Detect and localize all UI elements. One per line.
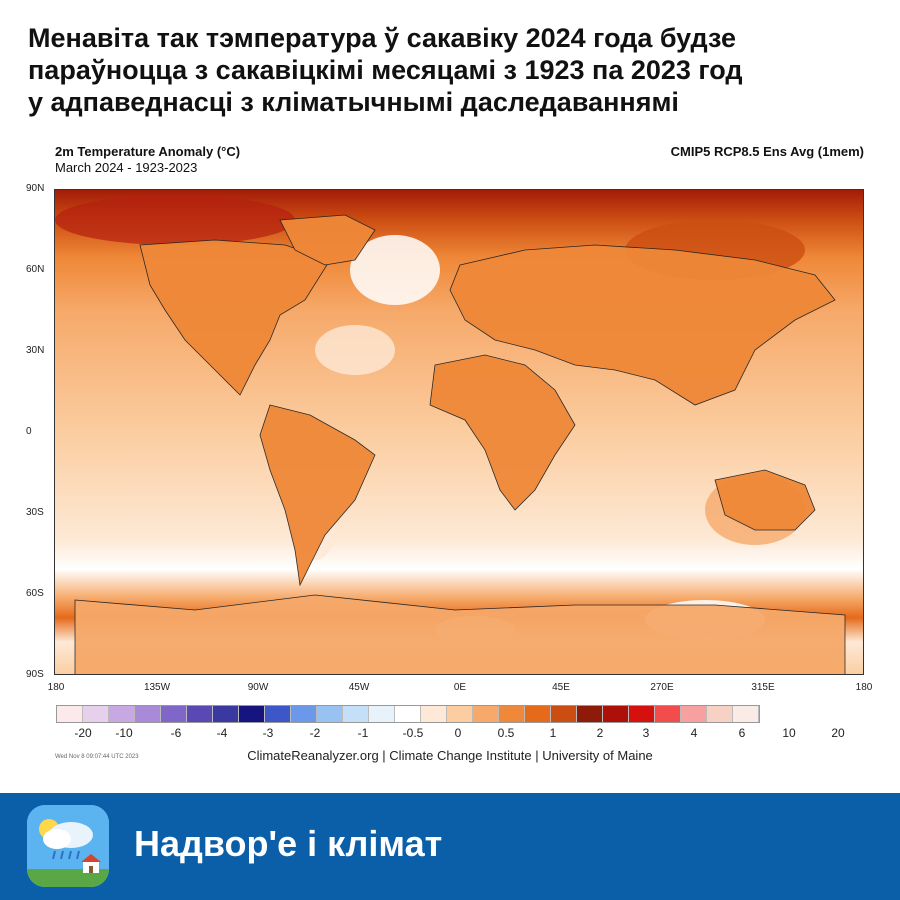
app-name: Надвор'е і клімат [134,823,443,864]
temperature-anomaly-map [54,189,864,675]
lat-label: 30N [26,345,45,356]
legend-tick-label: -3 [262,726,274,740]
legend-swatch [473,706,499,722]
north-atlantic-cool-patch [350,235,440,305]
color-scale-legend [56,705,760,723]
greenland [279,214,376,266]
legend-swatch [369,706,395,722]
north-america [139,239,331,396]
antarctica [74,594,846,674]
legend-swatch [291,706,317,722]
legend-swatch [213,706,239,722]
map-title: 2m Temperature Anomaly (°C) [55,144,241,159]
lat-label: 60S [26,588,44,599]
legend-swatch [395,706,421,722]
lat-label: 0 [26,426,32,437]
legend-swatch [239,706,265,722]
weather-app-icon-svg [27,805,109,887]
cool-patch [315,325,395,375]
legend-swatch [265,706,291,722]
legend-tick-label: 10 [782,726,796,740]
timestamp: Wed Nov 8 09:07:44 UTC 2023 [55,754,139,760]
legend-swatch [551,706,577,722]
credit-line: ClimateReanalyzer.org | Climate Change I… [247,748,653,763]
lon-label: 270E [650,682,674,693]
legend-swatch [83,706,109,722]
app-banner: Надвор'е і клімат [0,793,900,900]
lat-label: 30S [26,507,44,518]
headline-line: Менавіта так тэмпература ў сакавіку 2024… [28,23,737,53]
legend-tick-label: 6 [738,726,746,740]
lat-label: 90N [26,183,45,194]
legend-swatch [655,706,681,722]
warm-patch [55,195,295,245]
legend-swatch [499,706,525,722]
lat-label: 60N [26,264,45,275]
continent-outlines [74,214,846,674]
legend-tick-label: 1 [549,726,557,740]
lon-label: 45W [348,682,370,693]
legend-tick-label: -1 [357,726,369,740]
map-model-label: CMIP5 RCP8.5 Ens Avg (1mem) [670,144,864,159]
legend-swatch [707,706,733,722]
legend-swatch [317,706,343,722]
legend-tick-label: -4 [216,726,228,740]
legend-tick-label: -0.5 [402,726,424,740]
headline-line: параўноцца з сакавіцкімі месяцамі з 1923… [28,55,743,85]
legend-tick-label: 2 [596,726,604,740]
lon-label: 90W [247,682,269,693]
weather-app-icon[interactable] [27,805,109,887]
map-subtitle: March 2024 - 1923-2023 [55,160,198,175]
lon-label: 180 [47,682,65,693]
lon-label: 0E [453,682,467,693]
legend-swatch [343,706,369,722]
legend-tick-label: -10 [115,726,133,740]
legend-swatch [447,706,473,722]
legend-tick-label: 0.5 [497,726,515,740]
legend-swatch [603,706,629,722]
legend-tick-label: 4 [690,726,698,740]
legend-swatch [629,706,655,722]
headline: Менавіта так тэмпература ў сакавіку 2024… [28,22,878,118]
legend-swatch [161,706,187,722]
legend-swatch [681,706,707,722]
lon-label: 315E [751,682,775,693]
legend-swatch [421,706,447,722]
legend-swatch [109,706,135,722]
eurasia [449,244,836,406]
legend-swatch [135,706,161,722]
legend-tick-label: 0 [454,726,462,740]
south-america [259,404,376,587]
map-svg [55,190,863,674]
lon-label: 45E [552,682,570,693]
legend-swatch [525,706,551,722]
headline-line: у адпаведнасці з кліматычнымі даследаван… [28,87,679,117]
australia [714,469,816,531]
legend-tick-label: -20 [74,726,92,740]
lat-label: 90S [26,669,44,680]
legend-tick-label: 20 [831,726,845,740]
legend-tick-labels: -20 -10 -6 -4 -3 -2 -1 -0.5 0 0.5 1 2 3 4 6 10 20 [56,726,866,742]
legend-swatch [187,706,213,722]
lon-label: 180 [855,682,873,693]
legend-swatch [57,706,83,722]
legend-swatch [733,706,759,722]
africa [429,354,576,511]
legend-tick-label: 3 [642,726,650,740]
lon-label: 135W [143,682,171,693]
legend-tick-label: -6 [170,726,182,740]
legend-swatch [577,706,603,722]
legend-tick-label: -2 [309,726,321,740]
